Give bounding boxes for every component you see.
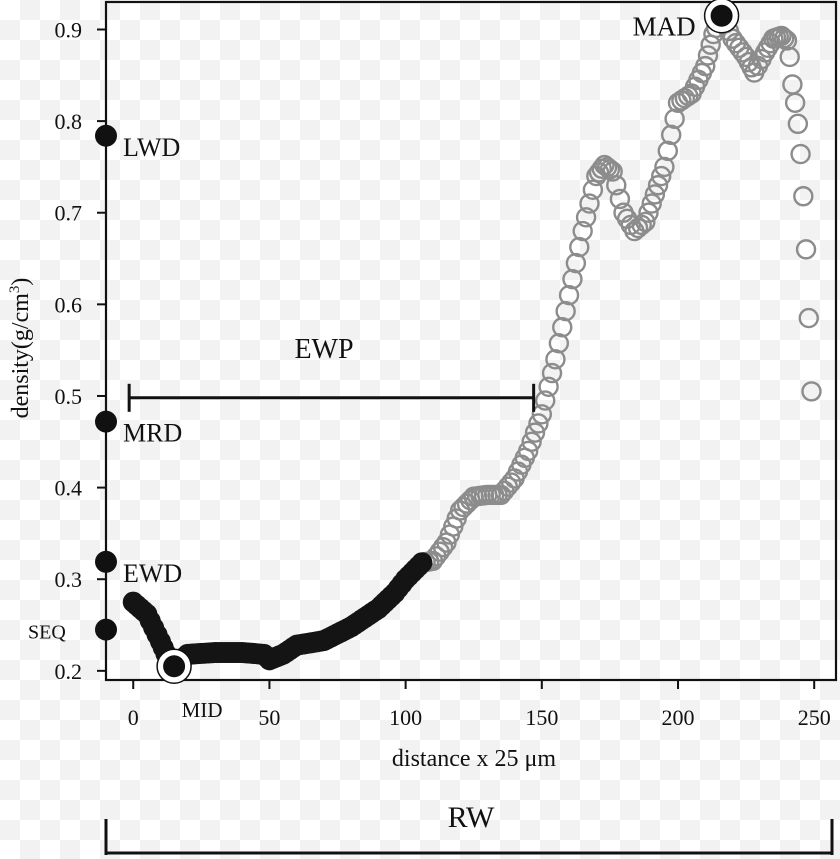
latewood-point bbox=[647, 175, 669, 196]
latewood-point bbox=[528, 413, 549, 434]
annotation-layer: MID MAD LWD MRD EWD SEQ bbox=[28, 0, 740, 722]
latewood-point bbox=[609, 188, 631, 210]
latewood-point bbox=[565, 252, 587, 274]
latewood-point bbox=[596, 157, 618, 178]
rw-annotation: RW bbox=[104, 801, 834, 855]
x-tick-label-0: 0 bbox=[128, 705, 139, 730]
latewood-point bbox=[638, 202, 659, 223]
latewood-point bbox=[651, 165, 672, 187]
latewood-point bbox=[771, 25, 792, 47]
latewood-point bbox=[793, 186, 814, 207]
latewood-point bbox=[695, 55, 716, 77]
ewd-label: EWD bbox=[123, 559, 182, 588]
latewood-point bbox=[661, 124, 682, 146]
latewood-point bbox=[535, 390, 556, 411]
latewood-point bbox=[579, 193, 600, 214]
latewood-point bbox=[697, 45, 719, 66]
y-tick-label-0.7: 0.7 bbox=[55, 201, 83, 226]
mrd-label: MRD bbox=[123, 419, 182, 448]
latewood-point bbox=[552, 317, 573, 338]
mad-point bbox=[710, 4, 733, 27]
latewood-point bbox=[644, 184, 666, 205]
latewood-point bbox=[774, 27, 795, 49]
latewood-point bbox=[641, 193, 662, 214]
x-tick-label-200: 200 bbox=[662, 705, 695, 730]
latewood-point bbox=[558, 284, 580, 306]
latewood-point bbox=[548, 333, 570, 354]
latewood-point bbox=[538, 376, 559, 398]
latewood-point bbox=[798, 307, 819, 329]
y-tick-label-0.2: 0.2 bbox=[55, 659, 83, 684]
latewood-point bbox=[453, 496, 474, 518]
x-tick-label-50: 50 bbox=[258, 705, 280, 730]
latewood-point bbox=[606, 175, 627, 196]
y-tick-label-0.8: 0.8 bbox=[55, 109, 83, 134]
latewood-point bbox=[500, 472, 522, 493]
latewood-point bbox=[779, 46, 800, 68]
latewood-point bbox=[790, 143, 811, 165]
latewood-point bbox=[664, 108, 685, 130]
latewood-point bbox=[654, 156, 675, 178]
latewood-point bbox=[575, 207, 597, 228]
latewood-point bbox=[782, 74, 803, 95]
y-tick-label-0.3: 0.3 bbox=[55, 567, 83, 592]
latewood-point bbox=[541, 362, 563, 384]
lwd-label: LWD bbox=[123, 133, 180, 162]
y-tick-label-0.5: 0.5 bbox=[55, 384, 83, 409]
y-axis-label: density(g/cm3) bbox=[7, 278, 34, 419]
latewood-point bbox=[521, 431, 542, 452]
latewood-point bbox=[518, 440, 539, 462]
ewp-annotation: EWP bbox=[294, 334, 353, 365]
x-tick-label-250: 250 bbox=[798, 705, 831, 730]
latewood-point bbox=[801, 381, 822, 402]
y-tick-label-0.6: 0.6 bbox=[55, 292, 83, 317]
ewd-point bbox=[95, 550, 117, 573]
axes-layer: 0 50 100 150 200 250 0.2 0.3 0.4 0.5 0.6 0.7 0.8 0.9 bbox=[55, 17, 831, 730]
lwd-point bbox=[95, 124, 117, 147]
data-layer bbox=[122, 5, 822, 677]
latewood-point bbox=[432, 536, 454, 558]
rw-label: RW bbox=[448, 801, 495, 834]
latewood-point bbox=[562, 268, 583, 290]
latewood-point bbox=[569, 236, 590, 258]
latewood-point bbox=[524, 422, 546, 443]
latewood-point bbox=[627, 217, 649, 239]
y-axis-label-main: density(g/cm bbox=[8, 293, 34, 419]
latewood-point bbox=[635, 211, 656, 233]
latewood-point bbox=[795, 239, 817, 260]
seq-label: SEQ bbox=[28, 622, 66, 644]
latewood-point bbox=[531, 404, 553, 425]
latewood-point bbox=[449, 500, 471, 521]
y-tick-label-0.9: 0.9 bbox=[55, 17, 83, 42]
mad-label: MAD bbox=[633, 12, 696, 42]
y-tick-label-0.4: 0.4 bbox=[55, 476, 83, 501]
x-tick-label-150: 150 bbox=[525, 705, 558, 730]
latewood-point bbox=[787, 113, 809, 135]
latewood-point bbox=[631, 214, 652, 236]
latewood-point bbox=[602, 161, 623, 182]
earlywood-point bbox=[411, 552, 433, 574]
latewood-point bbox=[784, 92, 806, 113]
mid-label: MID bbox=[182, 698, 223, 722]
mid-point bbox=[163, 655, 186, 678]
latewood-point bbox=[582, 179, 604, 201]
latewood-point bbox=[657, 140, 679, 162]
y-axis-label-close: ) bbox=[8, 278, 34, 286]
ewp-label: EWP bbox=[294, 334, 353, 365]
x-tick-label-100: 100 bbox=[389, 705, 422, 730]
latewood-point bbox=[555, 301, 576, 322]
seq-point bbox=[95, 618, 117, 641]
latewood-point bbox=[545, 349, 566, 370]
x-axis-label: distance x 25 μm bbox=[392, 746, 557, 772]
plot-frame bbox=[104, 0, 838, 682]
latewood-point bbox=[572, 220, 593, 242]
y-axis-label-superscript: 3 bbox=[7, 286, 23, 294]
mrd-point bbox=[95, 410, 117, 433]
